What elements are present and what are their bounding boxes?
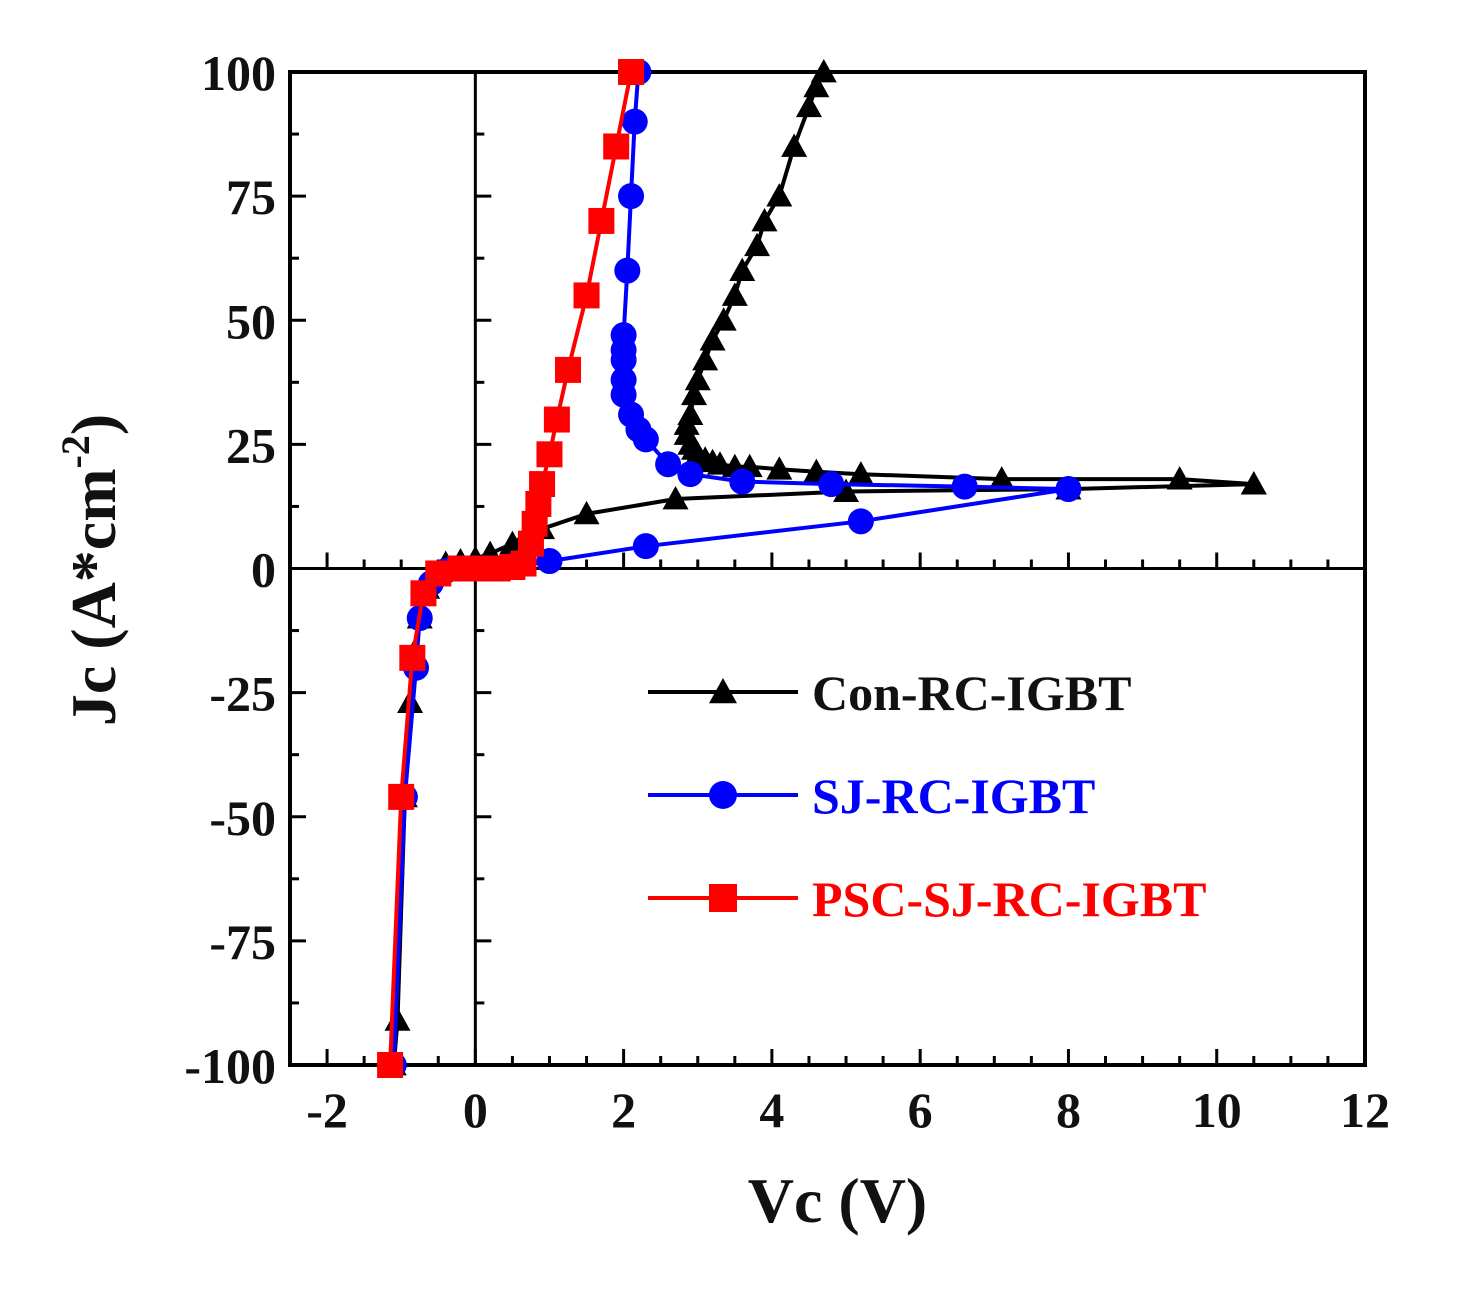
data-point [543, 406, 570, 433]
legend-marker [709, 781, 737, 809]
data-point [662, 485, 689, 510]
y-tick-label: 50 [226, 293, 276, 349]
series-layer [377, 59, 1267, 1078]
x-tick-label: -2 [306, 1082, 348, 1138]
y-axis-title: Jc (A*cm-2) [53, 414, 129, 726]
data-point [847, 508, 874, 535]
y-tick-label: -50 [209, 790, 276, 846]
data-point [618, 401, 645, 428]
data-point [1166, 466, 1193, 490]
data-point [573, 500, 600, 525]
data-point [988, 466, 1015, 490]
data-point [618, 183, 645, 210]
y-axis-title-superscript: -2 [53, 435, 98, 468]
x-tick-label: 8 [1056, 1082, 1081, 1138]
x-tick-label: 10 [1192, 1082, 1242, 1138]
data-point [699, 327, 726, 351]
y-tick-label: -100 [184, 1038, 276, 1094]
x-tick-label: 12 [1340, 1082, 1390, 1138]
data-point [610, 366, 637, 393]
series-psc-sj-rc-igbt [377, 59, 645, 1078]
data-point [729, 468, 756, 495]
data-point [795, 93, 822, 118]
data-point [1240, 471, 1267, 495]
data-point [833, 478, 860, 502]
data-point [810, 59, 837, 83]
data-point [588, 207, 615, 234]
legend-label: SJ-RC-IGBT [812, 768, 1095, 824]
axes-layer: -2 0 2 4 6 8 10 12 -100 -75 -50 -25 0 25 50 75 100 [184, 45, 1390, 1138]
data-point [818, 471, 845, 498]
data-point [729, 257, 756, 281]
data-point [751, 207, 778, 232]
y-tick-label: 25 [226, 417, 276, 473]
data-point [951, 473, 978, 500]
data-point [766, 456, 793, 480]
data-point [803, 73, 830, 98]
y-axis-title-close: ) [58, 414, 129, 435]
data-point [614, 257, 641, 284]
legend-entry: SJ-RC-IGBT [648, 768, 1095, 824]
data-point [536, 441, 563, 468]
data-point [721, 282, 748, 306]
data-point [377, 1052, 404, 1078]
data-point [529, 471, 556, 498]
data-point [677, 401, 704, 425]
data-point [388, 783, 415, 810]
data-point [1055, 476, 1082, 503]
data-point [555, 356, 582, 383]
legend-marker [709, 678, 737, 704]
data-point [677, 461, 704, 488]
y-tick-label: -75 [209, 914, 276, 970]
x-tick-label: 2 [611, 1082, 636, 1138]
legend-entry: Con-RC-IGBT [648, 665, 1131, 721]
x-axis-title: Vc (V) [748, 1165, 927, 1236]
x-tick-label: 4 [759, 1082, 784, 1138]
x-tick-label: 6 [908, 1082, 933, 1138]
legend-label: PSC-SJ-RC-IGBT [812, 871, 1206, 927]
data-point [684, 366, 711, 391]
y-axis-title-main: Jc (A*cm [58, 468, 129, 726]
legend: Con-RC-IGBT SJ-RC-IGBT PSC-SJ-RC-IGBT [648, 665, 1206, 927]
y-tick-label: -25 [209, 666, 276, 722]
legend-label: Con-RC-IGBT [812, 665, 1131, 721]
y-tick-label: 100 [201, 45, 276, 101]
data-point [744, 232, 771, 257]
data-point [710, 307, 737, 331]
y-tick-label: 0 [251, 542, 276, 598]
legend-marker [709, 884, 737, 912]
y-axis-title-text: Jc (A*cm-2) [53, 414, 129, 726]
data-point [621, 108, 648, 135]
data-point [655, 451, 682, 478]
legend-entry: PSC-SJ-RC-IGBT [648, 871, 1206, 927]
data-point [425, 560, 452, 587]
data-point [603, 133, 630, 160]
data-point [692, 346, 719, 371]
data-point [847, 461, 874, 485]
data-point [681, 381, 708, 406]
data-point [618, 59, 645, 85]
data-point [781, 133, 808, 157]
data-point [610, 322, 637, 349]
data-point [462, 555, 489, 582]
x-tick-label: 0 [463, 1082, 488, 1138]
data-point [399, 644, 426, 671]
data-point [766, 183, 793, 207]
axis-titles: Vc (V)Jc (A*cm-2) [53, 414, 927, 1236]
data-point [632, 533, 659, 560]
y-tick-label: 75 [226, 169, 276, 225]
data-point [573, 282, 600, 309]
